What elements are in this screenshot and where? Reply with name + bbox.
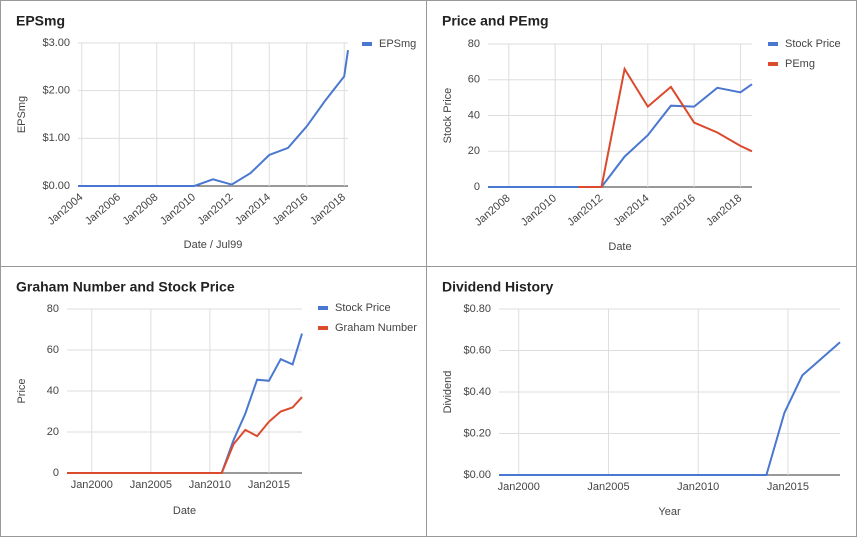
- legend-label: EPSmg: [379, 38, 416, 50]
- x-tick-label: Jan2010: [189, 479, 231, 491]
- x-axis-label: Year: [658, 506, 681, 518]
- y-tick-label: 60: [47, 344, 59, 356]
- x-tick-label: Jan2000: [71, 479, 113, 491]
- x-tick-label: Jan2005: [587, 481, 629, 493]
- x-tick-label: Jan2010: [677, 481, 719, 493]
- x-tick-label: Jan2015: [248, 479, 290, 491]
- y-tick-label: 0: [474, 181, 480, 193]
- x-axis-label: Date: [608, 241, 631, 253]
- y-tick-label: $0.00: [463, 469, 491, 481]
- y-tick-label: $0.80: [463, 303, 491, 315]
- y-axis-label: Dividend: [442, 371, 454, 414]
- chart-title: Price and PEmg: [442, 13, 549, 29]
- y-tick-label: 60: [468, 74, 480, 86]
- y-axis-label: EPSmg: [16, 96, 28, 133]
- y-axis-label: Stock Price: [442, 88, 454, 144]
- x-tick-label: Jan2015: [767, 481, 809, 493]
- x-tick-label: Jan2000: [498, 481, 540, 493]
- chart-title: EPSmg: [16, 13, 65, 29]
- legend-label: Graham Number: [335, 322, 417, 334]
- series-line: [578, 66, 753, 188]
- x-axis-label: Date: [173, 505, 196, 517]
- series-line: [78, 49, 349, 187]
- y-tick-label: 40: [47, 385, 59, 397]
- x-tick-label: Jan2005: [130, 479, 172, 491]
- series-line: [488, 83, 753, 188]
- y-tick-label: $3.00: [42, 37, 70, 49]
- y-tick-label: 40: [468, 109, 480, 121]
- chart-title: Graham Number and Stock Price: [16, 279, 235, 295]
- series-line: [499, 341, 841, 476]
- y-tick-label: 20: [47, 426, 59, 438]
- x-axis-label: Date / Jul99: [184, 239, 243, 251]
- y-tick-label: 80: [47, 303, 59, 315]
- y-tick-label: 20: [468, 145, 480, 157]
- y-tick-label: 0: [53, 467, 59, 479]
- y-axis-label: Price: [16, 378, 28, 403]
- y-tick-label: $0.40: [463, 386, 491, 398]
- legend-label: Stock Price: [335, 302, 391, 314]
- legend-label: PEmg: [785, 58, 815, 70]
- y-tick-label: $0.60: [463, 344, 491, 356]
- y-tick-label: $0.20: [463, 427, 491, 439]
- series-line: [67, 396, 303, 474]
- y-tick-label: 80: [468, 38, 480, 50]
- y-tick-label: $1.00: [42, 132, 70, 144]
- chart-title: Dividend History: [442, 279, 553, 295]
- y-tick-label: $0.00: [42, 180, 70, 192]
- legend-label: Stock Price: [785, 38, 841, 50]
- y-tick-label: $2.00: [42, 85, 70, 97]
